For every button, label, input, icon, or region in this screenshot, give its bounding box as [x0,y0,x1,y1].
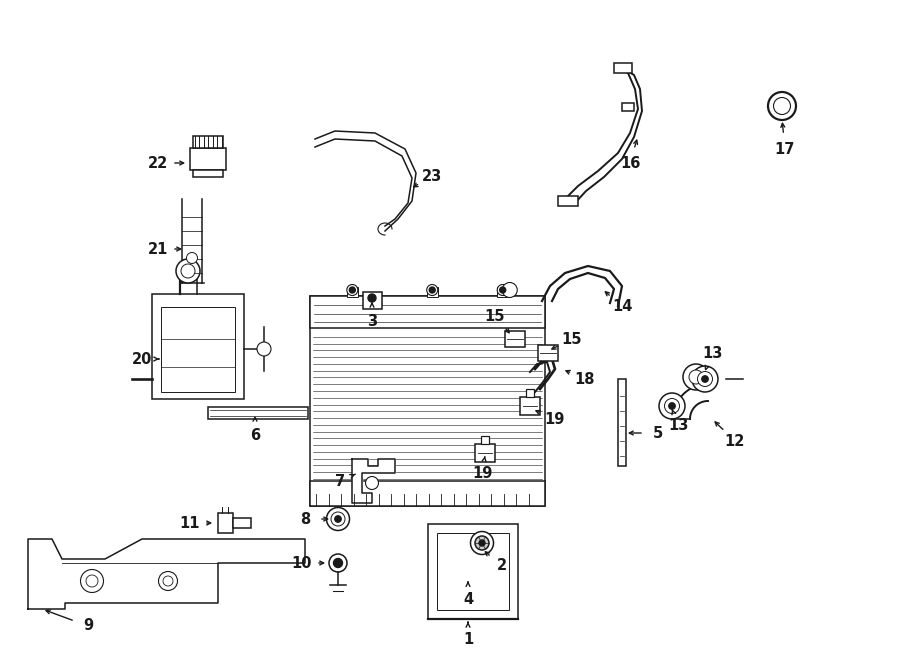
Bar [538,345,558,361]
Bar [427,287,437,297]
Circle shape [664,399,680,414]
Bar [475,444,495,462]
Circle shape [176,259,200,283]
Bar [161,307,235,392]
Text: 13: 13 [668,418,688,434]
Circle shape [479,540,485,546]
Bar [233,518,251,528]
Bar [618,379,626,466]
Text: 5: 5 [652,426,663,440]
Circle shape [429,287,436,293]
Circle shape [500,287,506,293]
Bar [310,296,545,328]
Polygon shape [352,459,395,503]
Circle shape [346,284,358,295]
Circle shape [659,393,685,419]
Circle shape [368,294,376,302]
Bar [614,63,632,73]
Circle shape [86,575,98,587]
Text: 6: 6 [250,428,260,444]
Text: 14: 14 [612,299,632,313]
Circle shape [502,282,518,297]
Circle shape [698,371,713,387]
Bar [520,397,540,415]
Bar [505,331,525,347]
Text: 21: 21 [148,241,168,256]
Circle shape [471,531,493,555]
Circle shape [335,516,341,522]
Text: 15: 15 [562,332,582,346]
Bar [622,103,634,111]
Text: 22: 22 [148,155,168,171]
Circle shape [683,364,709,390]
Circle shape [327,508,349,531]
Bar [193,170,223,177]
Text: 16: 16 [620,155,640,171]
Bar [497,287,508,297]
Bar [558,196,578,206]
Text: 18: 18 [575,371,595,387]
Bar [437,533,509,610]
Circle shape [331,512,345,526]
Circle shape [80,570,104,592]
Text: 9: 9 [83,619,93,633]
Text: 12: 12 [724,434,745,449]
Text: 11: 11 [180,516,200,531]
Text: 19: 19 [472,465,492,481]
Bar [152,294,244,399]
Bar [481,436,489,444]
Bar [310,481,545,506]
Bar [190,148,226,170]
Circle shape [257,342,271,356]
Circle shape [497,284,508,295]
Circle shape [702,376,708,382]
Text: 3: 3 [367,313,377,329]
Circle shape [689,370,703,384]
Circle shape [475,536,489,550]
Circle shape [349,287,356,293]
Circle shape [158,572,177,590]
Bar [310,296,545,506]
Text: 10: 10 [292,555,312,570]
Text: 8: 8 [300,512,310,527]
Circle shape [365,477,379,490]
Circle shape [692,366,718,392]
Text: 17: 17 [775,141,796,157]
Circle shape [329,554,347,572]
Text: 4: 4 [463,592,473,607]
Text: 2: 2 [497,559,507,574]
Bar [346,287,358,297]
Text: 19: 19 [544,412,565,426]
Text: 7: 7 [335,473,345,488]
Circle shape [773,98,790,114]
Circle shape [334,559,343,568]
Circle shape [186,253,197,264]
Circle shape [163,576,173,586]
Bar [218,513,233,533]
Text: 15: 15 [485,309,505,323]
Text: 13: 13 [702,346,722,360]
Bar [208,407,308,419]
Text: 20: 20 [131,352,152,366]
Bar [428,524,518,619]
Circle shape [669,403,675,409]
Polygon shape [28,539,305,609]
Circle shape [768,92,796,120]
Text: 1: 1 [463,631,473,646]
Text: 23: 23 [422,169,442,184]
Bar [526,389,534,397]
Bar [193,136,223,148]
Bar [363,292,382,309]
Circle shape [427,284,437,295]
Circle shape [181,264,195,278]
